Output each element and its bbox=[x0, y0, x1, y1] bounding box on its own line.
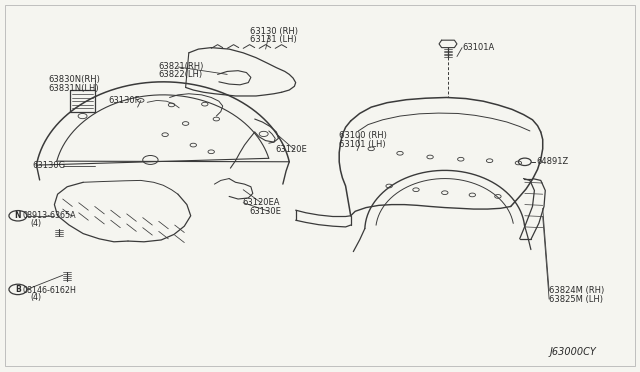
Text: 64891Z: 64891Z bbox=[536, 157, 568, 166]
Text: 63130E: 63130E bbox=[250, 207, 282, 216]
Text: 63130 (RH): 63130 (RH) bbox=[250, 27, 298, 36]
Text: 63100 (RH): 63100 (RH) bbox=[339, 131, 387, 140]
Text: 63130F: 63130F bbox=[109, 96, 140, 105]
Text: 63822(LH): 63822(LH) bbox=[159, 70, 203, 79]
Text: 63821(RH): 63821(RH) bbox=[159, 62, 204, 71]
Text: 63101A: 63101A bbox=[462, 43, 494, 52]
Text: 63130G: 63130G bbox=[32, 161, 65, 170]
Text: (4): (4) bbox=[31, 293, 42, 302]
Text: 08146-6162H: 08146-6162H bbox=[22, 286, 76, 295]
Text: N: N bbox=[15, 211, 21, 220]
Text: 63131 (LH): 63131 (LH) bbox=[250, 35, 296, 44]
Text: 63101 (LH): 63101 (LH) bbox=[339, 140, 386, 149]
Text: 63120E: 63120E bbox=[275, 145, 307, 154]
Text: B: B bbox=[15, 285, 20, 294]
Text: 63830N(RH): 63830N(RH) bbox=[48, 76, 100, 84]
Text: 08913-6365A: 08913-6365A bbox=[22, 211, 76, 220]
Text: 63824M (RH): 63824M (RH) bbox=[549, 286, 604, 295]
Text: 63825M (LH): 63825M (LH) bbox=[549, 295, 603, 304]
Text: 63831N(LH): 63831N(LH) bbox=[48, 84, 99, 93]
Text: 63120EA: 63120EA bbox=[242, 198, 280, 207]
Text: (4): (4) bbox=[31, 219, 42, 228]
Text: J63000CY: J63000CY bbox=[549, 347, 596, 356]
